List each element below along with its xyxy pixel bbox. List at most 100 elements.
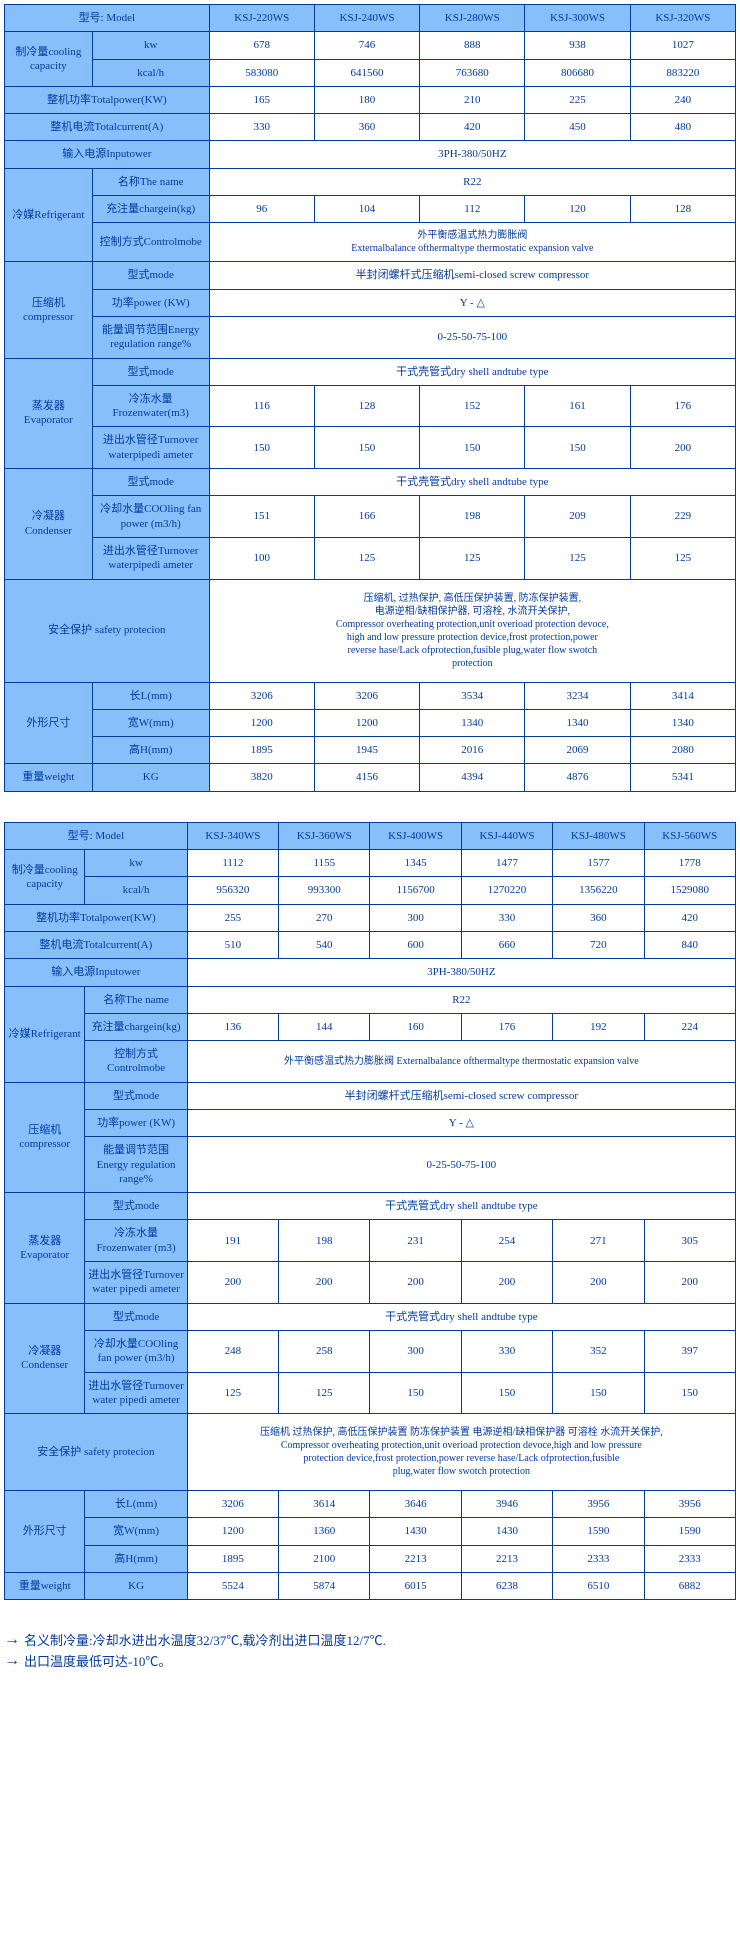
data-cell: 125 (525, 537, 630, 579)
row-label: 冷凝器Condenser (5, 469, 93, 579)
sub-label: 冷却水量COOling fan power (m3/h) (92, 496, 209, 538)
data-cell: 96 (209, 196, 314, 223)
data-cell: 1340 (420, 709, 525, 736)
data-cell: 200 (553, 1262, 644, 1304)
spec-table-2: 型号: ModelKSJ-340WSKSJ-360WSKSJ-400WSKSJ-… (4, 822, 736, 1601)
data-cell: 450 (525, 114, 630, 141)
data-cell: 1156700 (370, 877, 461, 904)
data-cell: 3614 (279, 1491, 370, 1518)
data-cell: 200 (630, 427, 735, 469)
data-cell: Y - △ (209, 289, 735, 316)
data-cell: 255 (187, 904, 278, 931)
model-header: KSJ-240WS (314, 5, 419, 32)
sub-label: 型式mode (92, 358, 209, 385)
data-cell: 200 (370, 1262, 461, 1304)
data-cell: 3206 (209, 682, 314, 709)
data-cell: 3534 (420, 682, 525, 709)
data-cell: 660 (461, 931, 552, 958)
sub-label: 进出水管径Turnover waterpipedi ameter (92, 427, 209, 469)
data-cell: 3206 (187, 1491, 278, 1518)
data-cell: 956320 (187, 877, 278, 904)
data-cell: 540 (279, 931, 370, 958)
spec-table-1: 型号: ModelKSJ-220WSKSJ-240WSKSJ-280WSKSJ-… (4, 4, 736, 792)
sub-label: 型式mode (92, 469, 209, 496)
data-cell: 1895 (209, 737, 314, 764)
sub-label: 宽W(mm) (85, 1518, 187, 1545)
data-cell: 1360 (279, 1518, 370, 1545)
sub-label: 冷冻水量Frozenwater(m3) (92, 385, 209, 427)
data-cell: R22 (209, 168, 735, 195)
data-cell: 干式壳管式dry shell andtube type (209, 469, 735, 496)
data-cell: 200 (644, 1262, 735, 1304)
sub-label: 冷冻水量Frozenwater (m3) (85, 1220, 187, 1262)
data-cell: 160 (370, 1013, 461, 1040)
sub-label: 功率power (KW) (92, 289, 209, 316)
data-cell: 3414 (630, 682, 735, 709)
data-cell: 外平衡感温式热力膨胀阀Externalbalance ofthermaltype… (209, 223, 735, 262)
data-cell: 150 (644, 1372, 735, 1414)
data-cell: 1477 (461, 850, 552, 877)
data-cell: 1200 (314, 709, 419, 736)
sub-label: 功率power (KW) (85, 1109, 187, 1136)
data-cell: 100 (209, 537, 314, 579)
data-cell: 1270220 (461, 877, 552, 904)
data-cell: 510 (187, 931, 278, 958)
data-cell: 200 (279, 1262, 370, 1304)
row-label: 型号: Model (5, 5, 210, 32)
data-cell: 4156 (314, 764, 419, 791)
data-cell: 1155 (279, 850, 370, 877)
data-cell: 2213 (461, 1545, 552, 1572)
data-cell: 1340 (525, 709, 630, 736)
data-cell: 2016 (420, 737, 525, 764)
data-cell: 397 (644, 1330, 735, 1372)
row-label: 输入电源Inputower (5, 959, 188, 986)
data-cell: 210 (420, 86, 525, 113)
model-header: KSJ-280WS (420, 5, 525, 32)
sub-label: 能量调节范围Energy regulation range% (85, 1137, 187, 1193)
model-header: KSJ-560WS (644, 822, 735, 849)
data-cell: 420 (420, 114, 525, 141)
data-cell: 166 (314, 496, 419, 538)
data-cell: 0-25-50-75-100 (187, 1137, 735, 1193)
data-cell: 192 (553, 1013, 644, 1040)
data-cell: 1027 (630, 32, 735, 59)
data-cell: 干式壳管式dry shell andtube type (209, 358, 735, 385)
data-cell: 1430 (370, 1518, 461, 1545)
data-cell: 5341 (630, 764, 735, 791)
data-cell: 209 (525, 496, 630, 538)
data-cell: 2333 (644, 1545, 735, 1572)
data-cell: 5874 (279, 1573, 370, 1600)
model-header: KSJ-440WS (461, 822, 552, 849)
data-cell: 干式壳管式dry shell andtube type (187, 1193, 735, 1220)
sub-label: 控制方式Controlmobe (92, 223, 209, 262)
sub-label: 进出水管径Turnover water pipedi ameter (85, 1262, 187, 1304)
row-label: 输入电源Inputower (5, 141, 210, 168)
data-cell: 外平衡感温式热力膨胀阀 Externalbalance ofthermaltyp… (187, 1041, 735, 1083)
data-cell: 1200 (187, 1518, 278, 1545)
data-cell: 200 (187, 1262, 278, 1304)
data-cell: 2213 (370, 1545, 461, 1572)
row-label: 重量weight (5, 764, 93, 791)
data-cell: 240 (630, 86, 735, 113)
data-cell: 1895 (187, 1545, 278, 1572)
sub-label: 控制方式Controlmobe (85, 1041, 187, 1083)
footer-notes: →名义制冷量:冷却水进出水温度32/37℃,载冷剂出进口温度12/7℃. →出口… (4, 1630, 736, 1670)
sub-label: 充注量chargein(kg) (85, 1013, 187, 1040)
data-cell: 3PH-380/50HZ (209, 141, 735, 168)
sub-label: 型式mode (85, 1193, 187, 1220)
data-cell: 压缩机, 过热保护, 高低压保护装置, 防冻保护装置,电源逆相/缺相保护器, 可… (209, 579, 735, 682)
data-cell: 125 (420, 537, 525, 579)
row-label: 制冷量cooling capacity (5, 850, 85, 905)
row-label: 整机功率Totalpower(KW) (5, 904, 188, 931)
model-header: KSJ-220WS (209, 5, 314, 32)
data-cell: 2069 (525, 737, 630, 764)
data-cell: 136 (187, 1013, 278, 1040)
data-cell: 3646 (370, 1491, 461, 1518)
data-cell: 176 (461, 1013, 552, 1040)
data-cell: 888 (420, 32, 525, 59)
data-cell: 200 (461, 1262, 552, 1304)
row-label: 外形尺寸 (5, 1491, 85, 1573)
row-label: 型号: Model (5, 822, 188, 849)
data-cell: 2080 (630, 737, 735, 764)
data-cell: 600 (370, 931, 461, 958)
